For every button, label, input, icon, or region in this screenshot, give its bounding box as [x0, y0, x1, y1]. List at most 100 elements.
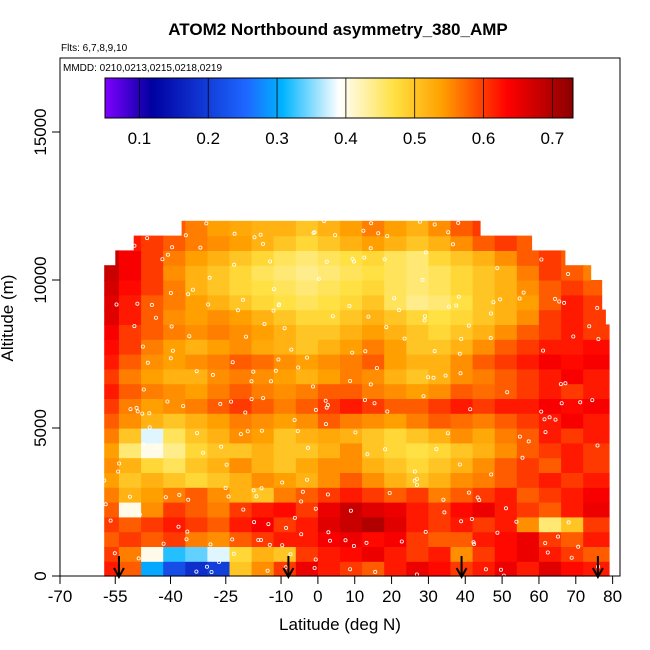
sample-point [245, 429, 250, 434]
heatmap-cell [406, 354, 429, 370]
heatmap-cell [104, 280, 120, 296]
sample-point [304, 355, 309, 360]
sample-point [553, 417, 558, 422]
heatmap-cell [317, 502, 341, 518]
heatmap-cell [133, 235, 142, 251]
sample-point [382, 257, 387, 262]
sample-point [153, 315, 158, 320]
sample-point [456, 220, 461, 225]
heatmap-cell [104, 265, 120, 281]
heatmap-cell [251, 280, 275, 296]
sample-point [292, 417, 297, 422]
heatmap-cell [472, 487, 496, 503]
sample-point [261, 396, 266, 401]
sample-point [145, 360, 150, 365]
heatmap-cell [115, 250, 120, 266]
heatmap-cell [450, 265, 474, 281]
heatmap-cell [340, 354, 363, 370]
heatmap-cell [538, 516, 562, 533]
heatmap-cell [362, 546, 385, 562]
sample-point [351, 259, 356, 264]
sample-point [543, 541, 548, 546]
heatmap-cell [273, 280, 297, 296]
heatmap-cell [428, 280, 452, 296]
profile-arrow [282, 556, 295, 580]
heatmap-cell [406, 368, 429, 385]
sample-point [262, 321, 267, 326]
heatmap-cell [273, 368, 297, 385]
heatmap-cell [406, 442, 429, 459]
heatmap-cell [428, 516, 452, 533]
heatmap-cell [583, 472, 610, 488]
heatmap-cell [538, 265, 562, 281]
sample-point [417, 219, 422, 224]
heatmap-cell [317, 428, 341, 444]
heatmap-cell [141, 546, 164, 562]
heatmap-cell [118, 294, 142, 311]
heatmap-cell [185, 368, 208, 385]
sample-point [322, 219, 327, 224]
sample-point [229, 399, 234, 404]
sample-point [569, 555, 574, 560]
sample-point [258, 538, 263, 543]
x-tick-label: -10 [269, 587, 294, 606]
heatmap-cell [538, 383, 562, 399]
heatmap-cell [428, 220, 452, 237]
heatmap-cell [141, 354, 164, 370]
x-tick-label: 50 [493, 587, 512, 606]
heatmap-cell [207, 487, 231, 503]
heatmap-cell [207, 472, 231, 488]
heatmap-cell [450, 235, 474, 251]
heatmap-cell [273, 442, 297, 459]
heatmap-cell [207, 339, 231, 355]
heatmap-cell [450, 398, 474, 414]
heatmap-cell [494, 354, 518, 370]
heatmap-cell [163, 516, 186, 533]
sample-point [102, 478, 107, 483]
y-axis-label: Altitude (m) [0, 275, 17, 362]
heatmap-cell [362, 220, 385, 237]
sample-point [312, 566, 317, 571]
heatmap-cell [450, 487, 474, 503]
sample-point [283, 565, 288, 570]
heatmap-cell [229, 339, 253, 355]
heatmap-cell [317, 354, 341, 370]
heatmap-cell [207, 383, 231, 399]
profile-arrow [455, 556, 468, 580]
heatmap-cell [185, 428, 208, 444]
sample-point [495, 530, 500, 535]
sample-point [362, 397, 367, 402]
sample-point [147, 425, 152, 430]
heatmap-cell [340, 235, 363, 251]
heatmap-cell [251, 354, 275, 370]
heatmap-cell [229, 265, 253, 281]
heatmap-cell [362, 280, 385, 296]
sample-point [420, 277, 425, 282]
heatmap-cell [185, 442, 208, 459]
heatmap-cell [118, 324, 142, 340]
heatmap-cell [273, 502, 297, 518]
x-tick-label: 60 [529, 587, 548, 606]
sample-point [576, 544, 581, 549]
heatmap-cell [450, 250, 474, 266]
heatmap-cell [516, 383, 540, 399]
sample-point [181, 404, 186, 409]
heatmap-cell [317, 472, 341, 488]
heatmap-cell [384, 472, 407, 488]
heatmap-cell [273, 309, 297, 325]
sample-point [249, 379, 254, 384]
heatmap-cell [141, 413, 164, 429]
heatmap-cell [583, 546, 610, 562]
heatmap-cell [207, 280, 231, 296]
heatmap-cell [406, 428, 429, 444]
heatmap-cell [295, 383, 319, 399]
heatmap-cell [538, 472, 562, 488]
heatmap-cell [428, 442, 452, 459]
heatmap-cell [561, 546, 584, 562]
sample-point [201, 450, 206, 455]
heatmap-cell [207, 546, 231, 562]
sample-point [563, 381, 568, 386]
dates-annotation: MMDD: 0210,0213,0215,0218,0219 [63, 63, 222, 74]
sample-point [305, 477, 310, 482]
heatmap-cell [516, 487, 540, 503]
